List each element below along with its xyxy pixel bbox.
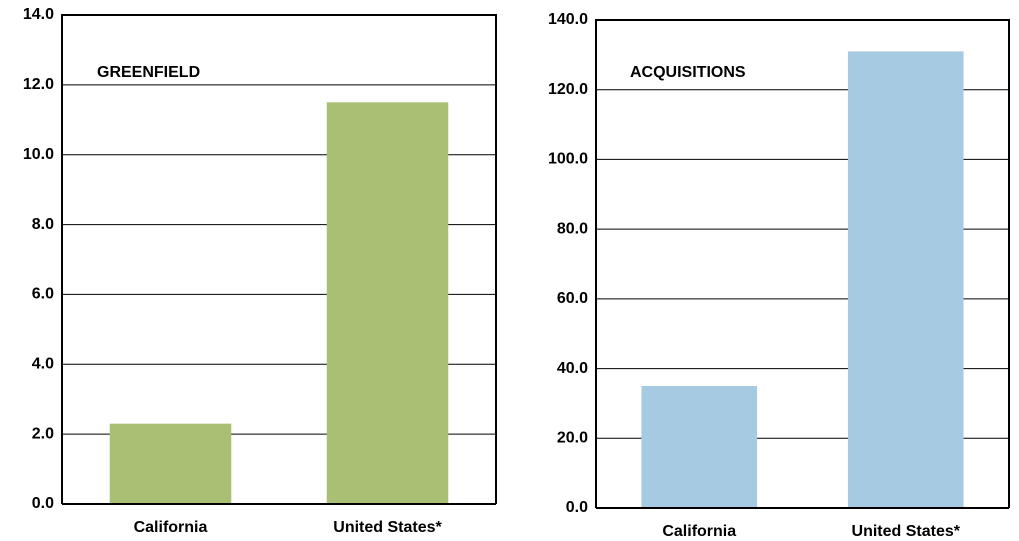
y-tick-label: 80.0	[557, 220, 588, 237]
x-tick-label: California	[134, 519, 208, 536]
x-tick-label: United States*	[333, 519, 442, 536]
y-tick-label: 60.0	[557, 290, 588, 307]
y-tick-label: 12.0	[23, 76, 54, 93]
y-tick-label: 2.0	[32, 425, 54, 442]
bar	[641, 386, 758, 508]
y-tick-label: 14.0	[23, 6, 54, 23]
chart-title: GREENFIELD	[97, 64, 200, 81]
plot-frame	[595, 19, 1010, 508]
y-tick-label: 140.0	[548, 11, 588, 28]
bar	[326, 102, 449, 505]
y-tick-label: 0.0	[32, 495, 54, 512]
bar	[847, 51, 964, 508]
y-tick-label: 0.0	[566, 499, 588, 516]
y-tick-label: 40.0	[557, 360, 588, 377]
y-tick-label: 100.0	[548, 151, 588, 168]
y-tick-label: 6.0	[32, 286, 54, 303]
y-tick-label: 120.0	[548, 81, 588, 98]
y-tick-label: 20.0	[557, 430, 588, 447]
x-tick-label: California	[662, 523, 736, 540]
chart-title: ACQUISITIONS	[630, 64, 746, 81]
plot-frame	[61, 14, 497, 504]
x-tick-label: United States*	[852, 523, 961, 540]
y-tick-label: 8.0	[32, 216, 54, 233]
y-tick-label: 10.0	[23, 146, 54, 163]
y-tick-label: 4.0	[32, 356, 54, 373]
bar	[109, 423, 232, 504]
